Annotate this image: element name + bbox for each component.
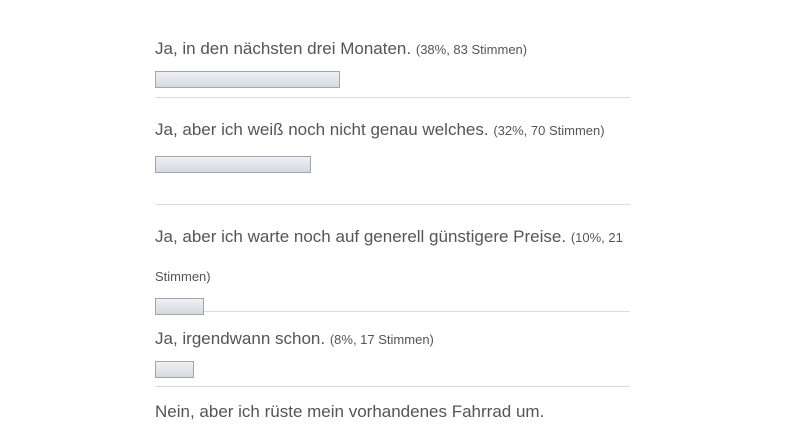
option-result: (8%, 17 Stimmen) — [329, 332, 434, 347]
result-bar — [155, 71, 340, 88]
result-bar — [155, 298, 204, 315]
option-label: Ja, irgendwann schon. — [155, 329, 326, 348]
option-label: Ja, in den nächsten drei Monaten. — [155, 39, 412, 58]
poll-option: Ja, in den nächsten drei Monaten. (38%, … — [155, 0, 630, 98]
option-result: (32%, 70 Stimmen) — [493, 123, 605, 138]
result-bar — [155, 361, 194, 378]
poll-results: Ja, in den nächsten drei Monaten. (38%, … — [155, 0, 630, 425]
poll-option: Nein, aber ich rüste mein vorhandenes Fa… — [155, 387, 630, 425]
poll-option: Ja, irgendwann schon. (8%, 17 Stimmen) — [155, 312, 630, 387]
result-bar — [155, 156, 311, 173]
option-label: Ja, aber ich warte noch auf generell gün… — [155, 227, 567, 246]
option-result: (38%, 83 Stimmen) — [415, 42, 528, 57]
option-result: (10%, 21 Stimmen) — [155, 230, 623, 284]
option-label: Nein, aber ich rüste mein vorhandenes Fa… — [155, 402, 545, 421]
poll-option: Ja, aber ich weiß noch nicht genau welch… — [155, 98, 630, 205]
option-label: Ja, aber ich weiß noch nicht genau welch… — [155, 120, 489, 139]
poll-option: Ja, aber ich warte noch auf generell gün… — [155, 205, 630, 315]
